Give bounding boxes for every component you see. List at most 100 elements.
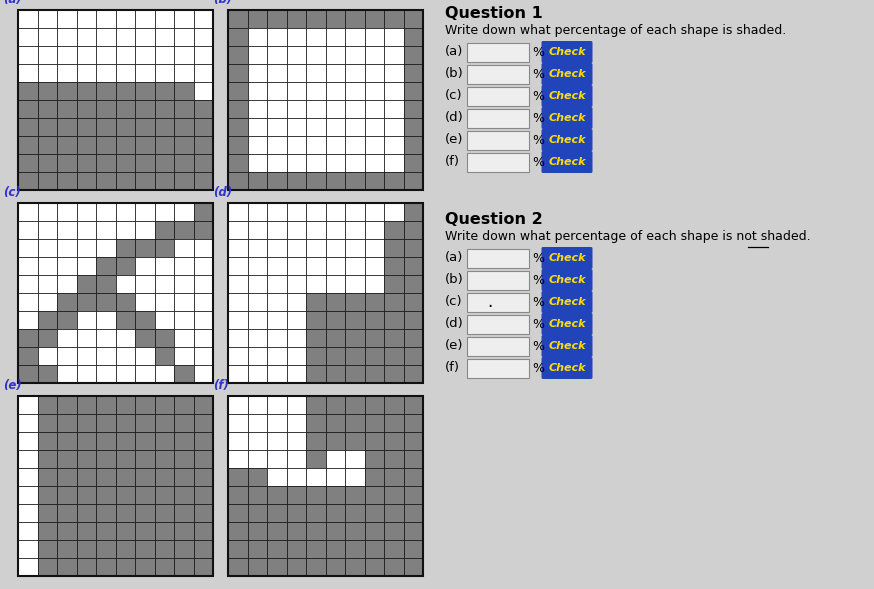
Bar (287, 46, 306, 64)
Bar (135, 329, 155, 347)
Bar (18, 522, 38, 540)
Bar (325, 239, 345, 257)
Bar (325, 82, 345, 100)
Text: .: . (487, 293, 492, 311)
Bar (174, 239, 193, 257)
Bar (115, 486, 135, 504)
Bar (267, 275, 287, 293)
Bar (174, 504, 193, 522)
Bar (267, 46, 287, 64)
Text: (b): (b) (445, 68, 464, 81)
Bar (155, 257, 174, 275)
Bar (38, 28, 57, 46)
Bar (384, 221, 404, 239)
Bar (345, 486, 364, 504)
Bar (193, 468, 213, 486)
Bar (135, 82, 155, 100)
Bar (193, 100, 213, 118)
Bar (193, 311, 213, 329)
Bar (404, 203, 423, 221)
Bar (404, 329, 423, 347)
Bar (57, 10, 77, 28)
Bar (325, 468, 345, 486)
Bar (174, 540, 193, 558)
Bar (135, 172, 155, 190)
Bar (155, 450, 174, 468)
Bar (247, 293, 267, 311)
FancyBboxPatch shape (542, 335, 593, 357)
Bar (364, 432, 384, 450)
Bar (306, 347, 325, 365)
Bar (228, 28, 247, 46)
Bar (404, 540, 423, 558)
Text: %: % (532, 317, 544, 330)
Bar (364, 136, 384, 154)
Bar (267, 311, 287, 329)
Bar (193, 172, 213, 190)
Bar (193, 558, 213, 576)
Bar (135, 396, 155, 414)
Bar (115, 154, 135, 172)
Bar (404, 136, 423, 154)
Text: %: % (532, 111, 544, 124)
Bar (193, 522, 213, 540)
Bar (193, 28, 213, 46)
Bar (57, 257, 77, 275)
FancyBboxPatch shape (542, 41, 593, 63)
Bar (404, 396, 423, 414)
Bar (96, 468, 115, 486)
Bar (38, 293, 57, 311)
Bar (267, 468, 287, 486)
Bar (325, 522, 345, 540)
Bar (57, 365, 77, 383)
Bar (96, 486, 115, 504)
Bar (174, 28, 193, 46)
Bar (228, 118, 247, 136)
FancyBboxPatch shape (542, 291, 593, 313)
Text: (e): (e) (445, 339, 463, 352)
Bar (115, 203, 135, 221)
FancyBboxPatch shape (542, 63, 593, 85)
Bar (155, 504, 174, 522)
Bar (38, 10, 57, 28)
Bar (115, 10, 135, 28)
Bar (306, 82, 325, 100)
Bar (155, 239, 174, 257)
Bar (364, 221, 384, 239)
Bar (267, 257, 287, 275)
Bar (228, 293, 247, 311)
Bar (267, 203, 287, 221)
Bar (77, 293, 96, 311)
Bar (174, 172, 193, 190)
Bar (384, 118, 404, 136)
Bar (57, 293, 77, 311)
Bar (193, 221, 213, 239)
Bar (228, 136, 247, 154)
Bar (193, 154, 213, 172)
Bar (267, 28, 287, 46)
Bar (247, 347, 267, 365)
Bar (404, 347, 423, 365)
Text: Check: Check (548, 157, 586, 167)
Bar (228, 432, 247, 450)
Bar (174, 82, 193, 100)
Bar (384, 64, 404, 82)
Bar (228, 540, 247, 558)
Bar (306, 311, 325, 329)
Text: (f): (f) (213, 379, 229, 392)
Bar (287, 504, 306, 522)
Bar (364, 257, 384, 275)
Bar (384, 239, 404, 257)
Bar (57, 275, 77, 293)
Bar (404, 28, 423, 46)
Bar (267, 154, 287, 172)
Bar (77, 311, 96, 329)
Bar (96, 221, 115, 239)
Bar (467, 153, 529, 171)
Bar (228, 414, 247, 432)
Bar (96, 28, 115, 46)
Bar (325, 540, 345, 558)
Bar (115, 329, 135, 347)
Text: Check: Check (548, 47, 586, 57)
Bar (364, 82, 384, 100)
